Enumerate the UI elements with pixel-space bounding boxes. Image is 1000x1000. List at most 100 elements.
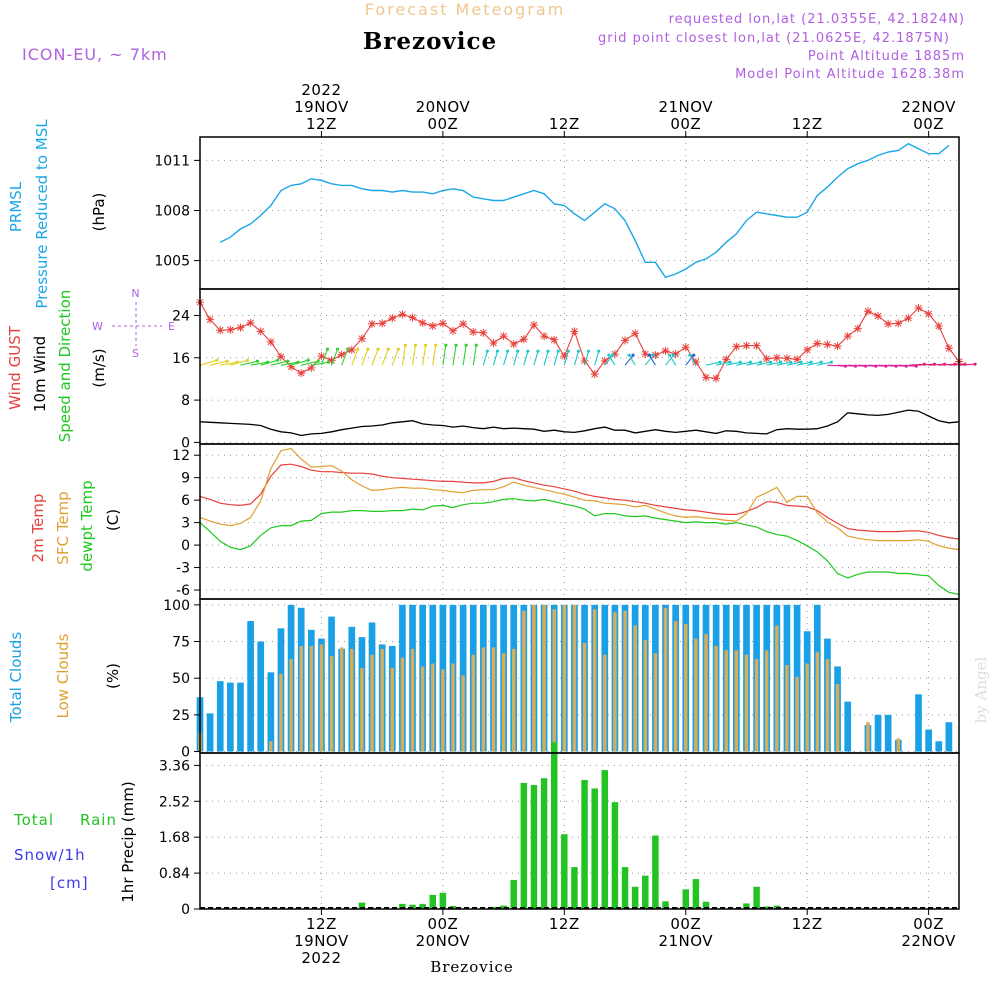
wind-direction-arrow bbox=[648, 354, 656, 366]
ytick-label-temp: -6 bbox=[176, 583, 190, 599]
rain-bar bbox=[763, 906, 770, 909]
wind-direction-arrow bbox=[938, 363, 955, 366]
gust-point bbox=[459, 319, 468, 328]
gust-point bbox=[206, 315, 215, 324]
gust-point bbox=[934, 322, 943, 331]
ytick-label-wind: 8 bbox=[181, 393, 190, 409]
ytick-label-temp: 3 bbox=[181, 516, 190, 532]
low-cloud-bar bbox=[805, 663, 809, 752]
wind-direction-arrowhead bbox=[325, 347, 330, 351]
wind-direction-arrow bbox=[807, 361, 822, 366]
wind-direction-arrow bbox=[908, 363, 925, 366]
wind-direction-arrowhead bbox=[526, 349, 530, 353]
wind-direction-arrow bbox=[958, 363, 976, 366]
low-cloud-bar bbox=[390, 667, 395, 752]
wind-direction-arrow bbox=[608, 354, 616, 366]
wind-direction-arrowhead bbox=[245, 358, 249, 362]
gust-point bbox=[904, 314, 913, 323]
low-cloud-bar bbox=[785, 665, 789, 752]
wind-direction-arrow bbox=[301, 360, 319, 366]
low-cloud-bar bbox=[481, 647, 486, 752]
gust-point bbox=[216, 326, 225, 335]
low-cloud-bar bbox=[491, 647, 496, 752]
gust-point bbox=[691, 358, 700, 367]
low-cloud-bar bbox=[501, 653, 506, 752]
wind-direction-arrowhead bbox=[454, 343, 458, 347]
wind-direction-arrow bbox=[847, 364, 866, 367]
gust-point bbox=[823, 340, 832, 349]
wind-direction-arrow bbox=[341, 348, 349, 366]
gust-point bbox=[408, 313, 417, 322]
total-cloud-bar bbox=[915, 694, 922, 752]
bottom-time-label: 00Z bbox=[913, 915, 944, 933]
low-cloud-bar bbox=[866, 722, 870, 752]
wind-direction-arrow bbox=[220, 361, 238, 366]
low-cloud-bar bbox=[522, 610, 526, 752]
wind-direction-arrowhead bbox=[403, 343, 407, 347]
gust-point bbox=[732, 342, 741, 351]
ytick-label-pressure: 1008 bbox=[154, 203, 190, 219]
top-time-label: 20NOV bbox=[416, 98, 471, 116]
gust-point bbox=[884, 319, 893, 328]
low-clouds-label: Low Clouds bbox=[54, 633, 72, 718]
wind-unit: (m/s) bbox=[90, 348, 108, 387]
pressure-panel-frame bbox=[199, 136, 960, 290]
gust-point bbox=[317, 352, 326, 361]
bottom-time-label: 12Z bbox=[792, 915, 823, 933]
gust-point bbox=[914, 304, 923, 313]
low-cloud-bar bbox=[471, 654, 475, 752]
wind-direction-arrow bbox=[270, 360, 288, 366]
rain-bar bbox=[581, 779, 588, 909]
gust-point bbox=[722, 355, 731, 364]
pressure-label-desc: Pressure Reduced to MSL bbox=[33, 119, 51, 309]
total-cloud-bar bbox=[884, 714, 892, 752]
pressure-unit: (hPa) bbox=[90, 193, 108, 232]
low-cloud-bar bbox=[623, 610, 627, 752]
total-cloud-bar bbox=[206, 713, 214, 752]
precip-axis-label: 1hr Precip (mm) bbox=[119, 781, 137, 902]
rain-bar bbox=[591, 788, 598, 909]
low-cloud-bar bbox=[775, 625, 779, 752]
low-cloud-bar bbox=[431, 663, 435, 752]
wind-direction-arrow bbox=[817, 361, 832, 366]
ytick-label-precip: 1.68 bbox=[159, 830, 190, 846]
rain-bar bbox=[540, 778, 548, 909]
wind-direction-arrow bbox=[351, 348, 359, 366]
compass-west: W bbox=[92, 320, 104, 333]
low-cloud-bar bbox=[633, 625, 637, 752]
wind-direction-arrowhead bbox=[607, 353, 611, 357]
gust-point bbox=[813, 339, 822, 348]
rain-bar bbox=[500, 905, 507, 909]
gust-point bbox=[337, 350, 346, 359]
wind-direction-arrowhead bbox=[413, 343, 418, 347]
low-cloud-bar bbox=[400, 657, 405, 752]
wind-direction-arrowhead bbox=[692, 353, 696, 357]
ytick-label-pressure: 1005 bbox=[154, 254, 190, 270]
gust-point bbox=[449, 326, 457, 335]
rain-bar bbox=[571, 867, 578, 909]
gust-point bbox=[327, 356, 336, 365]
ytick-label-cloud: 75 bbox=[172, 635, 190, 651]
ytick-label-temp: 0 bbox=[181, 538, 190, 554]
wind-direction-arrow bbox=[796, 361, 812, 366]
ytick-label-cloud: 50 bbox=[172, 671, 190, 687]
wind-direction-arrowhead bbox=[758, 360, 763, 364]
top-time-label: 22NOV bbox=[901, 98, 956, 116]
wind-direction-arrow bbox=[492, 351, 499, 366]
gust-point bbox=[651, 351, 660, 360]
wind-direction-arrowhead bbox=[819, 360, 823, 364]
gust-point bbox=[874, 311, 883, 320]
gust-point bbox=[681, 343, 690, 352]
wind-direction-arrow bbox=[746, 361, 761, 366]
wind-direction-arrow bbox=[503, 351, 509, 366]
wind-direction-arrowhead bbox=[769, 360, 773, 364]
gust-point bbox=[742, 341, 751, 350]
wind-direction-arrowhead bbox=[586, 349, 591, 353]
wind-direction-arrow bbox=[776, 361, 791, 366]
wind-direction-arrowhead bbox=[789, 360, 793, 364]
wind-direction-arrowhead bbox=[748, 360, 752, 364]
wind-direction-arrowhead bbox=[506, 349, 510, 353]
ytick-label-wind: 16 bbox=[172, 351, 190, 367]
low-cloud-bar bbox=[663, 607, 668, 752]
